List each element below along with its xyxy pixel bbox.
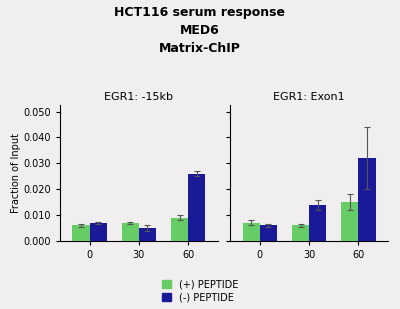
Y-axis label: Fraction of Input: Fraction of Input <box>10 133 20 213</box>
Bar <box>188 174 205 241</box>
Bar <box>90 223 107 241</box>
Title: EGR1: -15kb: EGR1: -15kb <box>104 91 173 101</box>
Bar <box>243 223 260 241</box>
Bar <box>292 226 309 241</box>
Bar <box>309 205 326 241</box>
Title: EGR1: Exon1: EGR1: Exon1 <box>273 91 345 101</box>
Bar <box>260 226 277 241</box>
Text: HCT116 serum response
MED6
Matrix-ChIP: HCT116 serum response MED6 Matrix-ChIP <box>114 6 286 55</box>
Bar <box>358 158 376 241</box>
Bar <box>171 218 188 241</box>
Bar <box>341 202 358 241</box>
Bar <box>139 228 156 241</box>
Legend: (+) PEPTIDE, (-) PEPTIDE: (+) PEPTIDE, (-) PEPTIDE <box>160 277 240 304</box>
Bar <box>72 226 90 241</box>
Bar <box>122 223 139 241</box>
